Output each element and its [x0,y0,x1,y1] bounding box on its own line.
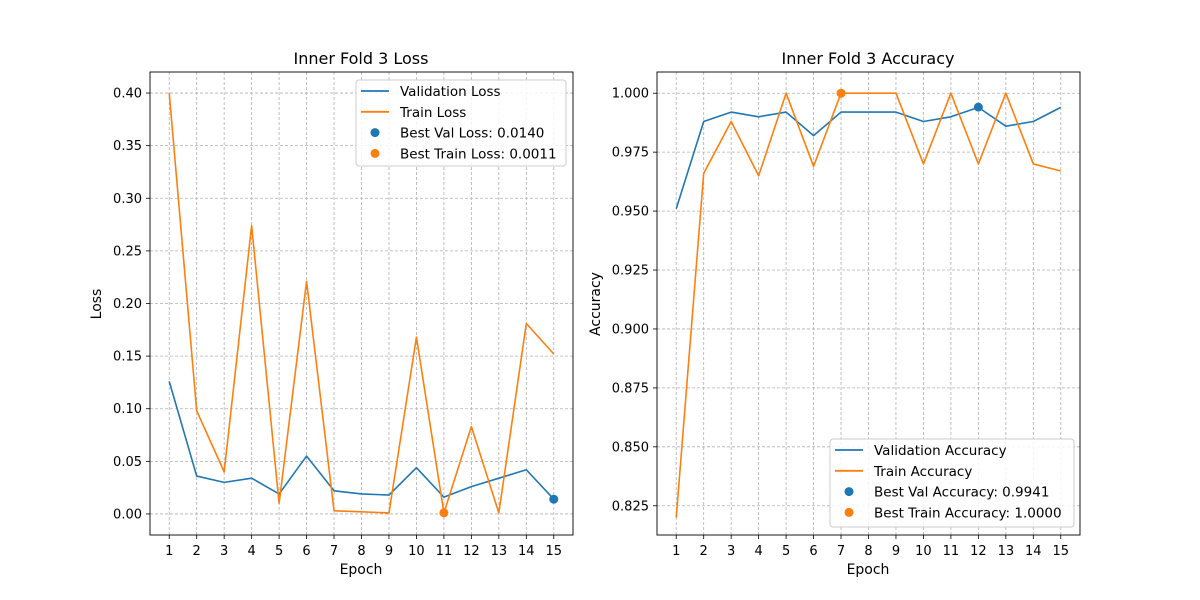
loss-legend-swatch-marker [370,148,380,158]
loss-x-tick-label: 9 [385,544,393,559]
accuracy-x-tick-label: 5 [782,544,790,559]
loss-y-tick-label: 0.35 [113,139,142,154]
accuracy-legend-label: Validation Accuracy [874,443,1007,459]
accuracy-chart-title: Inner Fold 3 Accuracy [782,49,955,68]
loss-legend-label: Train Loss [399,105,466,121]
loss-best-train-point [439,508,449,518]
accuracy-legend-swatch-marker [844,487,854,497]
loss-axes-frame [149,71,574,536]
loss-x-tick-label: 13 [491,544,508,559]
accuracy-x-tick-label: 10 [915,544,932,559]
accuracy-x-tick-label: 8 [864,544,872,559]
loss-x-tick-label: 5 [275,544,283,559]
accuracy-x-tick-label: 6 [809,544,817,559]
loss-y-tick-label: 0.15 [113,350,142,365]
accuracy-best-train-point [836,88,846,98]
loss-x-tick-label: 3 [220,544,228,559]
accuracy-x-tick-label: 4 [754,544,762,559]
loss-x-tick-label: 6 [302,544,310,559]
accuracy-legend: Validation Accuracy Train Accuracy Best Va… [829,438,1075,528]
accuracy-y-tick-label: 0.975 [612,146,649,161]
loss-x-tick-label: 12 [463,544,480,559]
accuracy-y-tick-label: 0.825 [612,499,649,514]
loss-legend-swatch-marker [370,128,380,138]
accuracy-y-tick-label: 0.950 [612,205,649,220]
loss-x-tick-label: 2 [193,544,201,559]
accuracy-legend-label: Best Val Accuracy: 0.9941 [874,485,1049,501]
loss-y-tick-label: 0.05 [113,455,142,470]
loss-legend-label: Best Train Loss: 0.0011 [400,146,557,162]
loss-best-val-point [549,494,559,504]
accuracy-best-val-point [973,102,983,112]
loss-x-tick-label: 8 [357,544,365,559]
loss-x-tick-label: 15 [545,544,562,559]
accuracy-y-tick-label: 0.875 [612,381,649,396]
accuracy-y-tick-label: 0.900 [612,322,649,337]
accuracy-legend-label: Train Accuracy [873,464,972,480]
loss-x-tick-label: 11 [436,544,453,559]
accuracy-x-tick-label: 7 [837,544,845,559]
loss-y-tick-label: 0.40 [113,87,142,102]
loss-y-axis-label: Loss [89,289,105,320]
accuracy-y-axis-label: Accuracy [588,272,604,336]
loss-y-tick-label: 0.10 [113,402,142,417]
loss-x-tick-label: 1 [165,544,173,559]
loss-x-tick-label: 14 [518,544,535,559]
loss-y-tick-label: 0.25 [113,244,142,259]
loss-x-tick-label: 4 [247,544,255,559]
loss-y-tick-label: 0.00 [113,507,142,522]
loss-series-validation-line [168,381,555,500]
loss-legend-label: Validation Loss [400,84,501,100]
loss-chart-title: Inner Fold 3 Loss [294,49,429,68]
accuracy-series-validation-line [675,106,1062,209]
accuracy-x-tick-label: 14 [1025,544,1042,559]
loss-x-tick-label: 7 [330,544,338,559]
loss-y-tick-label: 0.20 [113,297,142,312]
accuracy-x-tick-label: 3 [727,544,735,559]
accuracy-x-tick-label: 12 [970,544,987,559]
accuracy-x-axis-label: Epoch [847,562,890,578]
loss-series-train-line [168,92,555,514]
accuracy-y-tick-label: 0.925 [612,264,649,279]
accuracy-legend-label: Best Train Accuracy: 1.0000 [874,505,1062,521]
loss-legend-box [355,79,567,167]
loss-y-tick-label: 0.30 [113,192,142,207]
loss-plot-area: 1 2 3 4 5 6 7 8 9 10 11 12 13 14 150.000.050.100.150.2… [113,71,574,559]
accuracy-legend-box [829,438,1075,528]
accuracy-x-tick-label: 2 [700,544,708,559]
accuracy-axes-frame [656,71,1081,536]
accuracy-x-tick-label: 1 [672,544,680,559]
accuracy-plot-area: 1 2 3 4 5 6 7 8 9 10 11 12 13 14 150.8250.8500.8750.90… [612,71,1081,559]
loss-legend: Validation Loss Train Loss Best Val Loss: … [355,79,567,167]
accuracy-legend-swatch-marker [844,507,854,517]
accuracy-series-train-line [675,92,1061,518]
loss-legend-label: Best Val Loss: 0.0140 [400,126,544,142]
loss-x-axis-label: Epoch [340,562,383,578]
accuracy-x-tick-label: 11 [943,544,960,559]
accuracy-y-tick-label: 0.850 [612,440,649,455]
accuracy-x-tick-label: 9 [892,544,900,559]
accuracy-y-tick-label: 1.000 [612,87,649,102]
accuracy-x-tick-label: 13 [998,544,1015,559]
accuracy-x-tick-label: 15 [1052,544,1069,559]
loss-x-tick-label: 10 [408,544,425,559]
loss-chart: Inner Fold 3 Loss Epoch Loss 1 2 3 4 5 6 7 8 9 10… [89,49,574,578]
